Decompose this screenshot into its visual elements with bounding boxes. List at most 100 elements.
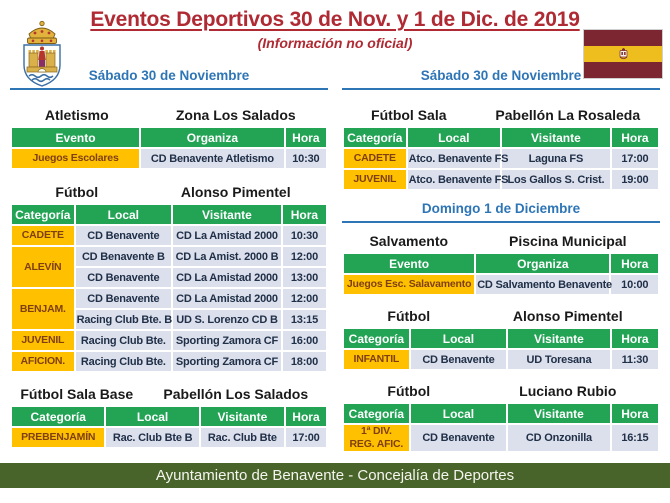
category-cell: JUVENIL (344, 170, 406, 189)
value-cell: CD La Amistad 2000 (173, 268, 281, 287)
section-futbol-alonso-pimentel: Fútbol Alonso Pimentel Categoría Local Vis… (10, 183, 328, 373)
poster-header: Eventos Deportivos 30 de Nov. y 1 de Dic… (0, 0, 670, 62)
table-header-row: Categoría Local Visitante Hora (12, 205, 326, 224)
value-cell: CD Benavente (75, 268, 172, 287)
value-cell: Rac. Club Bte B (106, 428, 199, 447)
column-header: Visitante (508, 329, 610, 348)
column-header: Evento (344, 254, 475, 273)
sport-heading: Atletismo (44, 107, 109, 123)
table-row: AFICION. Racing Club Bte. Sporting Zamora … (12, 352, 326, 371)
value-cell: 11:30 (611, 350, 658, 369)
flag-stripe (584, 30, 662, 46)
table-row: Juegos Esc. Salavamento CD Salvamento Ben… (344, 275, 658, 294)
value-cell: Racing Club Bte. (75, 331, 172, 350)
venue-heading: Alonso Pimentel (180, 184, 291, 200)
table-row: Racing Club Bte. B UD S. Lorenzo CD B 13:1… (12, 310, 326, 329)
section-futbol-sala-base: Fútbol Sala Base Pabellón Los Salados Ca… (10, 385, 328, 449)
value-cell: UD S. Lorenzo CD B (173, 310, 281, 329)
column-header: Organiza (476, 254, 610, 273)
day-heading-sunday: Domingo 1 de Diciembre (421, 201, 581, 216)
value-cell: 19:00 (611, 170, 658, 189)
day-heading-saturday-left: Sábado 30 de Noviembre (88, 68, 250, 83)
value-cell: CD La Amistad 2000 (173, 289, 281, 308)
value-cell: 13:15 (282, 310, 326, 329)
venue-heading: Luciano Rubio (519, 383, 617, 399)
benavente-flag-icon (583, 29, 663, 79)
table-header-row: Categoría Local Visitante Hora (344, 404, 658, 423)
value-cell: Sporting Zamora CF (173, 352, 281, 371)
column-header: Visitante (173, 205, 281, 224)
column-header: Local (410, 404, 507, 423)
category-cell: Juegos Escolares (12, 149, 140, 168)
venue-heading: Pabellón Los Salados (163, 386, 309, 402)
sport-heading: Fútbol Sala Base (20, 386, 134, 402)
category-cell: Juegos Esc. Salavamento (344, 275, 475, 294)
category-cell: 1ª DIV. REG. AFIC. (344, 425, 409, 451)
section-futbol-sala: Fútbol Sala Pabellón La Rosaleda Categor… (342, 106, 660, 191)
events-table-futbol-sala-base: Categoría Local Visitante Hora PREBENJAMÍN Ra… (10, 405, 328, 449)
value-cell: 17:00 (285, 428, 326, 447)
sport-heading: Fútbol (387, 308, 431, 324)
column-header: Hora (282, 205, 326, 224)
table-header-row: Categoría Local Visitante Hora (344, 128, 658, 147)
sport-heading: Salvamento (369, 233, 449, 249)
events-table-atletismo: Evento Organiza Hora Juegos Escolares CD Ben… (10, 126, 328, 170)
sport-heading: Fútbol (387, 383, 431, 399)
value-cell: 16:00 (282, 331, 326, 350)
column-header: Categoría (344, 329, 409, 348)
sport-heading: Fútbol Sala (371, 107, 447, 123)
section-atletismo: Atletismo Zona Los Salados Evento Organiz… (10, 106, 328, 170)
column-header: Visitante (200, 407, 284, 426)
venue-heading: Zona Los Salados (175, 107, 296, 123)
value-cell: Laguna FS (501, 149, 610, 168)
table-header-row: Categoría Local Visitante Hora (12, 407, 326, 426)
venue-heading: Alonso Pimentel (512, 308, 623, 324)
footer-text: Ayuntamiento de Benavente - Concejalía d… (155, 467, 515, 484)
value-cell: UD Toresana (508, 350, 610, 369)
events-table: Categoría Local Visitante Hora PREBENJAMÍN Ra… (10, 405, 328, 449)
value-cell: 18:00 (282, 352, 326, 371)
column-header: Visitante (508, 404, 610, 423)
table-row: CD Benavente CD La Amistad 2000 13:00 (12, 268, 326, 287)
events-table-futbol-regional: Categoría Local Visitante Hora 1ª DIV. REG. … (342, 402, 660, 453)
poster-subtitle: (Información no oficial) (257, 35, 413, 51)
flag-crest-icon (619, 47, 627, 59)
divider (342, 88, 660, 90)
value-cell: CD Benavente (410, 425, 507, 451)
table-row: PREBENJAMÍN Rac. Club Bte B Rac. Club Bte 1… (12, 428, 326, 447)
category-cell: ALEVÍN (12, 247, 74, 287)
table-row: JUVENIL Atco. Benavente FS Los Gallos S. C… (344, 170, 658, 189)
value-cell: Racing Club Bte. B (75, 310, 172, 329)
section-futbol-luciano-rubio: Fútbol Luciano Rubio Categoría Local Visit… (342, 382, 660, 453)
value-cell: Racing Club Bte. (75, 352, 172, 371)
sport-heading: Fútbol (55, 184, 99, 200)
schedule-columns: Sábado 30 de Noviembre Atletismo Zona Lo… (0, 62, 670, 453)
table-header-row: Evento Organiza Hora (12, 128, 326, 147)
value-cell: CD Benavente (410, 350, 507, 369)
table-row: 1ª DIV. REG. AFIC. CD Benavente CD Onzonil… (344, 425, 658, 451)
column-header: Organiza (141, 128, 284, 147)
table-row: BENJAM. CD Benavente CD La Amistad 2000 12:… (12, 289, 326, 329)
events-table-futbol: Categoría Local Visitante Hora CADETE CD Bena… (10, 203, 328, 373)
table-row: JUVENIL Racing Club Bte. Sporting Zamora C… (12, 331, 326, 350)
value-cell: 12:00 (282, 247, 326, 266)
column-header: Hora (285, 407, 326, 426)
events-table: Evento Organiza Hora Juegos Esc. Salavament… (342, 252, 660, 296)
events-table-futbol-sala: Categoría Local Visitante Hora CADETE Atco. B… (342, 126, 660, 191)
column-header: Evento (12, 128, 140, 147)
venue-heading: Pabellón La Rosaleda (495, 107, 641, 123)
category-cell: PREBENJAMÍN (12, 428, 105, 447)
category-cell: CADETE (344, 149, 406, 168)
value-cell: CD Salvamento Benavente (476, 275, 612, 294)
column-header: Hora (611, 404, 658, 423)
events-table: Evento Organiza Hora Juegos Escolares CD Ben… (10, 126, 328, 170)
value-cell: Sporting Zamora CF (173, 331, 281, 350)
value-cell: 16:15 (611, 425, 658, 451)
column-header: Local (106, 407, 199, 426)
column-header: Categoría (12, 407, 105, 426)
value-cell: CD La Amist. 2000 B (173, 247, 281, 266)
events-table-futbol-infantil: Categoría Local Visitante Hora INFANTIL CD Be… (342, 327, 660, 371)
category-cell: JUVENIL (12, 331, 74, 350)
column-header: Local (75, 205, 172, 224)
table-header-row: Evento Organiza Hora (344, 254, 658, 273)
